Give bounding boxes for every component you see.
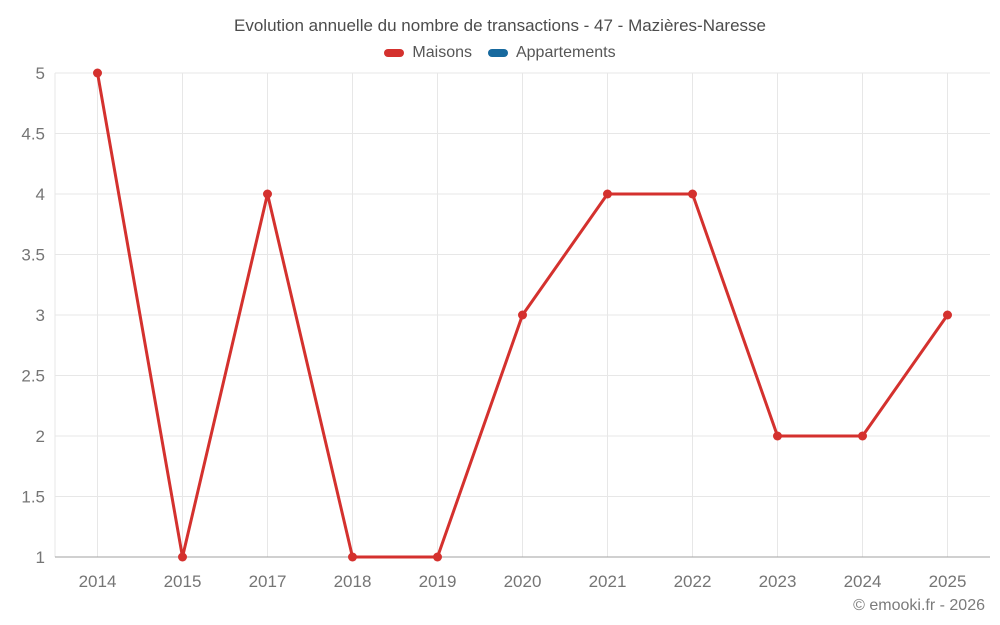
svg-text:4: 4	[36, 185, 45, 204]
svg-text:2: 2	[36, 427, 45, 446]
svg-text:2.5: 2.5	[21, 367, 45, 386]
legend-item-appartements[interactable]: Appartements	[487, 44, 616, 62]
svg-text:2019: 2019	[419, 572, 457, 591]
legend-item-maisons[interactable]: Maisons	[384, 44, 472, 62]
svg-text:2014: 2014	[79, 572, 117, 591]
svg-text:3: 3	[36, 306, 45, 325]
svg-text:2025: 2025	[929, 572, 967, 591]
svg-text:2024: 2024	[844, 572, 882, 591]
legend-label-appartements: Appartements	[515, 44, 616, 61]
svg-text:2020: 2020	[504, 572, 542, 591]
svg-text:2015: 2015	[164, 572, 202, 591]
svg-text:3.5: 3.5	[21, 246, 45, 265]
svg-text:4.5: 4.5	[21, 125, 45, 144]
svg-text:2017: 2017	[249, 572, 287, 591]
copyright-text: © emooki.fr - 2026	[853, 597, 985, 614]
legend-label-maisons: Maisons	[412, 44, 472, 61]
svg-text:2022: 2022	[674, 572, 712, 591]
legend: Maisons Appartements	[0, 44, 1000, 62]
legend-swatch-appartements	[487, 49, 508, 57]
legend-swatch-maisons	[384, 49, 405, 57]
svg-text:5: 5	[36, 64, 45, 83]
chart-title: Evolution annuelle du nombre de transact…	[234, 16, 766, 35]
svg-text:1.5: 1.5	[21, 488, 45, 507]
svg-text:2023: 2023	[759, 572, 797, 591]
svg-text:2021: 2021	[589, 572, 627, 591]
svg-text:2018: 2018	[334, 572, 372, 591]
svg-text:1: 1	[36, 548, 45, 567]
